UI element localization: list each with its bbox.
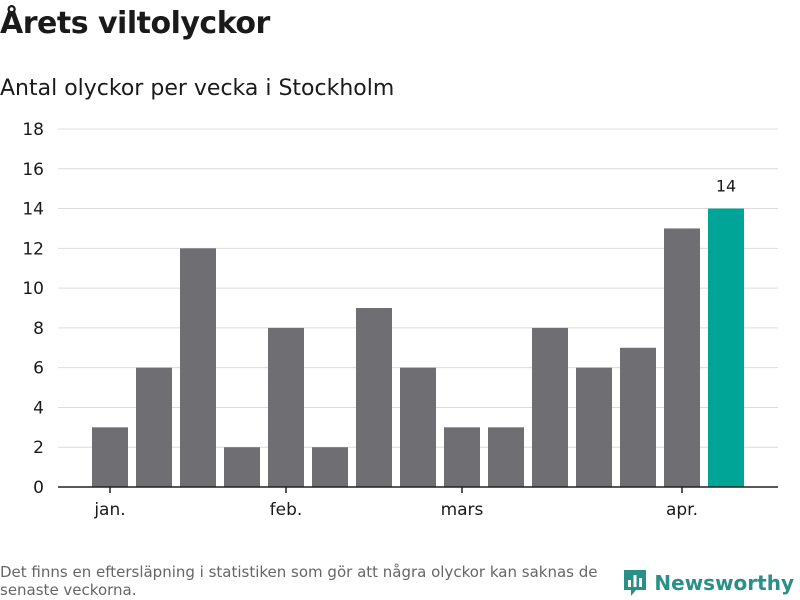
- bar: [444, 427, 480, 487]
- y-tick-label: 16: [22, 160, 44, 180]
- y-tick-label: 12: [22, 239, 44, 259]
- bar-chart: 0 2 4 6 8 10 12 14 16 18 14 jan. feb. mars apr.: [22, 120, 778, 520]
- bar: [92, 427, 128, 487]
- x-tick-label: feb.: [270, 500, 303, 520]
- bar: [268, 327, 304, 487]
- bar: [576, 367, 612, 487]
- y-tick-label: 6: [33, 359, 44, 379]
- data-label: 14: [716, 177, 736, 196]
- y-tick-label: 4: [33, 398, 44, 418]
- chart-subtitle: Antal olyckor per vecka i Stockholm: [0, 76, 395, 101]
- bar: [532, 327, 568, 487]
- bar-chart-icon: [624, 570, 647, 596]
- x-tick-label: jan.: [93, 500, 125, 520]
- brand-name: Newsworthy: [654, 571, 794, 595]
- brand-logo: Newsworthy: [622, 568, 794, 598]
- bar: [400, 367, 436, 487]
- bar: [356, 308, 392, 487]
- y-tick-label: 2: [33, 438, 44, 458]
- x-axis-ticks: jan. feb. mars apr.: [58, 486, 778, 520]
- y-tick-label: 18: [22, 120, 44, 140]
- y-tick-label: 8: [33, 319, 44, 339]
- bar: [224, 447, 260, 487]
- bar: [664, 228, 700, 487]
- x-tick-label: mars: [441, 500, 484, 520]
- x-tick-label: apr.: [666, 500, 698, 520]
- gridlines: [58, 128, 778, 448]
- bar: [620, 347, 656, 487]
- bar: [488, 427, 524, 487]
- bar: [180, 248, 216, 487]
- chart-title: Årets viltolyckor: [0, 6, 270, 41]
- footnote: Det finns en eftersläpning i statistiken…: [0, 563, 598, 599]
- y-tick-label: 10: [22, 279, 44, 299]
- bar: [136, 367, 172, 487]
- y-axis-ticks: 0 2 4 6 8 10 12 14 16 18: [22, 120, 44, 498]
- bar: [312, 447, 348, 487]
- bars: [92, 208, 744, 488]
- y-tick-label: 14: [22, 200, 44, 220]
- bar-highlight: [708, 208, 744, 488]
- y-tick-label: 0: [33, 478, 44, 498]
- data-labels: 14: [716, 177, 736, 196]
